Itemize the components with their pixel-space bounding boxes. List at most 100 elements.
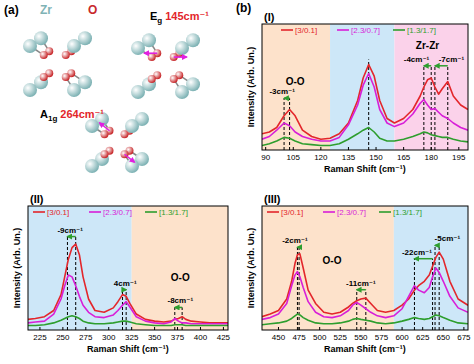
zr-atom <box>131 85 145 99</box>
x-tick-label: 250 <box>56 333 70 342</box>
plot-frame <box>262 24 468 150</box>
o-atom <box>101 150 109 158</box>
region-label: O-O <box>323 255 342 266</box>
plot-frame <box>28 206 228 330</box>
region-label: O-O <box>171 272 190 283</box>
mode-name: E <box>150 10 157 22</box>
x-tick <box>403 147 404 150</box>
region-label: O-O <box>286 76 305 87</box>
legend-entry: [2.3/0.7] <box>103 208 132 217</box>
x-tick-label: 425 <box>217 333 231 342</box>
o-atom <box>40 73 48 81</box>
o-atom <box>62 73 70 81</box>
peak-line <box>423 66 424 150</box>
shift-label: -22cm⁻¹ <box>402 248 432 257</box>
legend-swatch <box>323 211 335 213</box>
x-tick-label: 325 <box>125 333 139 342</box>
region <box>394 206 468 330</box>
x-tick-label: 90 <box>261 153 270 162</box>
shift-arrow <box>435 65 448 67</box>
legend-swatch <box>281 29 293 31</box>
shift-label: -9cm⁻¹ <box>57 226 83 235</box>
legend-entry: [2.3/0.7] <box>351 26 380 35</box>
legend-swatch <box>267 211 279 213</box>
x-tick-label: 525 <box>334 333 348 342</box>
x-axis-title: Raman Shift (cm⁻¹) <box>87 344 169 354</box>
x-tick <box>458 147 459 150</box>
spectrum-line <box>28 275 228 324</box>
mode-arrow <box>125 154 135 162</box>
peak-line <box>289 98 290 150</box>
shift-arrow <box>67 236 75 238</box>
panel-label: (I) <box>264 11 275 23</box>
x-tick-label: 550 <box>354 333 368 342</box>
atom-label: Zr <box>40 3 52 17</box>
x-tick <box>200 327 201 330</box>
zr-atom <box>85 119 99 133</box>
zr-atom <box>175 85 189 99</box>
unit-cell <box>131 33 200 99</box>
peak-line <box>356 290 357 330</box>
region <box>394 24 468 150</box>
peak-line <box>299 247 300 330</box>
x-tick-label: 400 <box>194 333 208 342</box>
zr-atom <box>131 41 145 55</box>
x-tick-label: 375 <box>171 333 185 342</box>
shift-label: -5cm⁻¹ <box>435 234 461 243</box>
x-tick <box>108 327 109 330</box>
shift-arrow <box>357 289 366 291</box>
x-tick-label: 300 <box>102 333 116 342</box>
x-tick-label: 180 <box>425 153 439 162</box>
spectrum-line <box>262 65 468 140</box>
x-tick <box>402 327 403 330</box>
mode-arrow <box>144 52 157 54</box>
x-tick <box>299 327 300 330</box>
x-tick <box>223 327 224 330</box>
x-tick-label: 600 <box>395 333 409 342</box>
legend-entry: [2.3/0.7] <box>337 208 366 217</box>
plot-frame <box>262 206 468 330</box>
legend-entry: [3/0.1] <box>47 208 69 217</box>
legend-entry: [3/0.1] <box>295 26 317 35</box>
legend-entry: [1.3/1.7] <box>393 208 422 217</box>
mode-arrow <box>174 56 187 58</box>
x-tick-label: 165 <box>397 153 411 162</box>
o-atom <box>148 53 156 61</box>
peak-line <box>297 247 298 330</box>
region <box>262 206 394 330</box>
y-axis-title: Intensity (Arb. Un.) <box>246 228 256 309</box>
spectrum-line <box>28 316 228 326</box>
shift-label: 4cm⁻¹ <box>114 279 137 288</box>
x-tick-label: 450 <box>272 333 286 342</box>
region <box>132 206 228 330</box>
peak-line <box>182 307 183 330</box>
legend-entry: [1.3/1.7] <box>407 26 436 35</box>
mode-label: A1g264cm⁻¹ <box>40 108 104 123</box>
panel-label: (II) <box>30 193 44 205</box>
legend-swatch <box>337 29 349 31</box>
mode-label: Eg145cm⁻¹ <box>150 10 209 25</box>
o-atom <box>121 130 129 138</box>
zr-atom <box>23 39 37 53</box>
shift-label: -11cm⁻¹ <box>346 279 376 288</box>
x-tick-label: 120 <box>314 153 328 162</box>
peak-line <box>439 245 440 330</box>
x-axis-title: Raman Shift (cm⁻¹) <box>324 344 406 354</box>
shift-label: -3cm⁻¹ <box>269 87 295 96</box>
y-axis-title: Intensity (Arb. Un.) <box>246 47 256 128</box>
x-tick <box>422 327 423 330</box>
spectrum-line <box>262 314 468 325</box>
x-tick-label: 350 <box>148 333 162 342</box>
x-tick <box>131 327 132 330</box>
region-label: Zr-Zr <box>416 40 439 51</box>
mode-frequency: 264cm⁻¹ <box>60 108 104 120</box>
legend-swatch <box>393 29 405 31</box>
x-tick-label: 475 <box>292 333 306 342</box>
x-tick <box>62 327 63 330</box>
zr-atom <box>67 39 81 53</box>
x-tick-label: 650 <box>437 333 451 342</box>
spectrum-line <box>262 74 468 142</box>
x-tick-label: 625 <box>416 333 430 342</box>
x-tick <box>381 327 382 330</box>
spectrum-line <box>28 244 228 323</box>
